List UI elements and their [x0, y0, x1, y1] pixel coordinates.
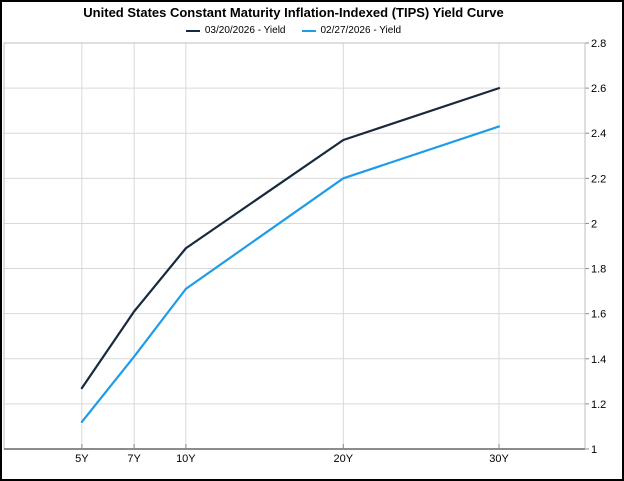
x-tick-label: 30Y — [489, 453, 509, 465]
legend-item: 02/27/2026 - Yield — [301, 25, 402, 36]
y-tick-label: 1.8 — [591, 264, 606, 276]
y-tick-label: 1.4 — [591, 354, 606, 366]
y-tick-label: 2.2 — [591, 173, 606, 185]
x-tick-label: 5Y — [75, 453, 89, 465]
series-line-1 — [80, 125, 501, 424]
y-tick-label: 2.4 — [591, 128, 606, 140]
legend-item: 03/20/2026 - Yield — [185, 25, 286, 36]
y-tick-label: 2.8 — [591, 38, 606, 50]
legend: 03/20/2026 - Yield 02/27/2026 - Yield — [2, 25, 585, 36]
legend-line-swatch — [185, 29, 200, 32]
x-tick-label: 10Y — [176, 453, 196, 465]
x-tick-label: 20Y — [334, 453, 354, 465]
x-tick-label: 7Y — [127, 453, 141, 465]
y-tick-label: 1.6 — [591, 309, 606, 321]
series-line-0 — [80, 87, 501, 390]
legend-item-label: 02/27/2026 - Yield — [320, 25, 402, 36]
plot-border — [3, 42, 586, 450]
y-tick-label: 1 — [591, 444, 597, 456]
y-tick-label: 2.6 — [591, 83, 606, 95]
legend-item-label: 03/20/2026 - Yield — [204, 25, 286, 36]
legend-line-swatch — [301, 29, 316, 32]
chart-title: United States Constant Maturity Inflatio… — [83, 5, 504, 20]
y-tick-label: 2 — [591, 218, 597, 230]
y-tick-label: 1.2 — [591, 399, 606, 411]
